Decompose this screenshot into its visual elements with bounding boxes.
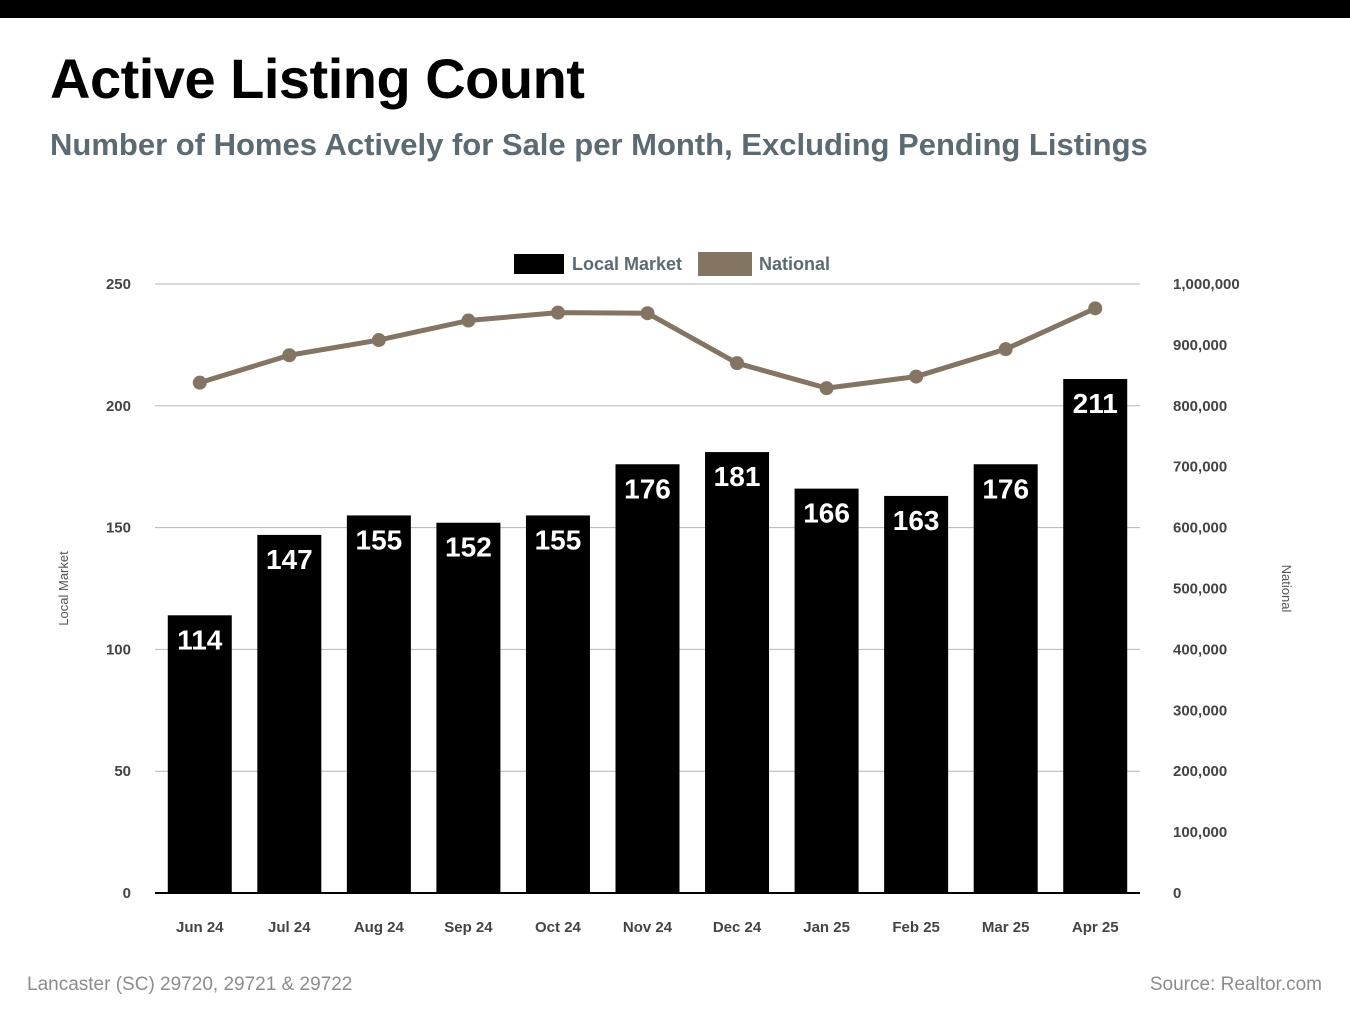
y2-tick-label: 400,000 — [1173, 641, 1227, 658]
x-tick-label: Aug 24 — [354, 919, 405, 936]
legend-local-label: Local Market — [572, 254, 682, 274]
bars — [167, 379, 1128, 893]
x-tick-label: Feb 25 — [892, 919, 940, 936]
x-tick-label: Jul 24 — [268, 919, 311, 936]
y2-tick-label: 200,000 — [1173, 763, 1227, 780]
y-tick-label: 0 — [123, 885, 131, 902]
y2-tick-label: 500,000 — [1173, 581, 1227, 598]
national-point — [1088, 301, 1103, 316]
bar — [794, 488, 859, 893]
bar — [525, 515, 590, 893]
y2-tick-label: 100,000 — [1173, 824, 1227, 841]
y2-tick-label: 600,000 — [1173, 520, 1227, 537]
national-series-line — [199, 306, 1097, 391]
bar — [167, 615, 232, 893]
bar-value-label: 181 — [714, 461, 761, 492]
national-point — [282, 348, 297, 363]
left-axis-label: Local Market — [56, 551, 71, 626]
bar — [1063, 379, 1128, 893]
y-tick-label: 250 — [106, 276, 131, 293]
national-point — [371, 333, 386, 348]
national-point — [998, 342, 1013, 357]
footer-location: Lancaster (SC) 29720, 29721 & 29722 — [27, 974, 353, 995]
x-tick-label: Nov 24 — [623, 919, 673, 936]
bar-value-label: 155 — [356, 524, 403, 555]
y2-tick-label: 800,000 — [1173, 398, 1227, 415]
top-bar — [0, 0, 1350, 18]
bar-value-label: 176 — [982, 473, 1029, 504]
bar — [346, 515, 411, 893]
bar — [257, 534, 322, 893]
national-point — [909, 369, 924, 384]
x-tick-label: Jan 25 — [803, 919, 850, 936]
bar — [615, 464, 680, 893]
y2-tick-label: 0 — [1173, 885, 1181, 902]
legend: Local Market National — [514, 252, 830, 276]
footer-source: Source: Realtor.com — [1149, 974, 1322, 995]
bar-labels: 114 147 155 152 155 176 181 166 163 176 211 — [177, 388, 1118, 655]
national-point — [730, 356, 745, 371]
right-axis-ticks: 0 100,000 200,000 300,000 400,000 500,000 600,… — [1173, 276, 1240, 902]
combo-chart: 114 147 155 152 155 176 181 166 163 176 211 0 50 100… — [56, 252, 1294, 936]
bar-value-label: 147 — [266, 544, 313, 575]
y2-tick-label: 900,000 — [1173, 337, 1227, 354]
bar — [973, 464, 1038, 893]
bar-value-label: 166 — [803, 498, 850, 529]
page-title: Active Listing Count — [50, 47, 585, 110]
bar — [705, 452, 770, 893]
legend-national-label: National — [759, 254, 830, 274]
bar — [884, 495, 949, 893]
y2-tick-label: 1,000,000 — [1173, 276, 1240, 293]
x-tick-label: Apr 25 — [1072, 919, 1119, 936]
y-tick-label: 100 — [106, 641, 131, 658]
bar-value-label: 176 — [624, 473, 671, 504]
left-axis-ticks: 0 50 100 150 200 250 — [106, 276, 131, 902]
national-point — [819, 381, 834, 396]
national-point — [192, 375, 207, 390]
bar-value-label: 152 — [445, 532, 492, 563]
bar-value-label: 114 — [177, 624, 223, 655]
x-tick-label: Jun 24 — [176, 919, 224, 936]
y2-tick-label: 700,000 — [1173, 459, 1227, 476]
y2-tick-label: 300,000 — [1173, 702, 1227, 719]
right-axis-label: National — [1279, 565, 1294, 613]
legend-national-swatch — [698, 252, 752, 276]
y-tick-label: 200 — [106, 398, 131, 415]
bar-value-label: 163 — [893, 505, 940, 536]
y-tick-label: 50 — [114, 763, 131, 780]
x-tick-label: Oct 24 — [535, 919, 582, 936]
bar-value-label: 155 — [535, 524, 582, 555]
x-tick-label: Sep 24 — [444, 919, 493, 936]
x-tick-label: Dec 24 — [713, 919, 762, 936]
national-point — [461, 313, 476, 328]
x-axis-ticks: Jun 24 Jul 24 Aug 24 Sep 24 Oct 24 Nov 24 Dec … — [176, 919, 1119, 936]
x-tick-label: Mar 25 — [982, 919, 1030, 936]
y-tick-label: 150 — [106, 520, 131, 537]
legend-local-swatch — [514, 254, 564, 274]
bar — [436, 522, 501, 893]
bar-value-label: 211 — [1073, 388, 1118, 419]
national-line — [192, 301, 1103, 396]
national-point — [550, 305, 565, 320]
national-point — [640, 306, 655, 321]
page-subtitle: Number of Homes Actively for Sale per Mo… — [50, 127, 1148, 162]
